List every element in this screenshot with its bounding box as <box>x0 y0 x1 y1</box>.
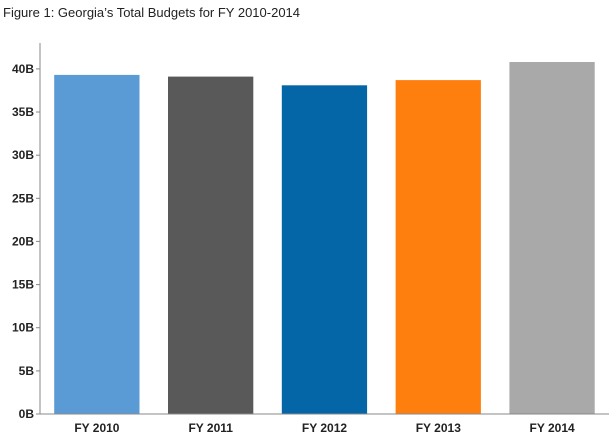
y-tick-label: 5B <box>19 364 35 378</box>
x-tick-label: FY 2013 <box>416 421 461 435</box>
bar-fy-2011 <box>168 76 254 414</box>
bars-layer <box>54 62 595 415</box>
x-tick-label: FY 2014 <box>530 421 575 435</box>
y-tick-label: 15B <box>12 278 34 292</box>
bar-fy-2014 <box>509 62 595 414</box>
x-tick-label: FY 2012 <box>302 421 347 435</box>
x-tick-label: FY 2011 <box>188 421 233 435</box>
bar-fy-2012 <box>281 85 368 415</box>
x-tick-label: FY 2010 <box>74 421 119 435</box>
y-tick-label: 40B <box>12 62 34 76</box>
y-tick-label: 0B <box>19 407 35 421</box>
y-axis-ticks: 0B 5B 10B 15B 20B 25B 30B 35B 40B <box>12 62 40 421</box>
x-axis-ticks: FY 2010 FY 2011 FY 2012 FY 2013 FY 2014 <box>74 421 575 435</box>
y-tick-label: 30B <box>12 148 34 162</box>
y-tick-label: 20B <box>12 234 34 248</box>
chart-title: Figure 1: Georgia’s Total Budgets for FY… <box>3 5 301 20</box>
bar-fy-2010 <box>54 74 140 415</box>
y-tick-label: 35B <box>12 105 34 119</box>
y-tick-label: 10B <box>12 321 34 335</box>
axis-layer <box>39 43 609 415</box>
y-tick-label: 25B <box>12 191 34 205</box>
bar-fy-2013 <box>395 80 481 414</box>
